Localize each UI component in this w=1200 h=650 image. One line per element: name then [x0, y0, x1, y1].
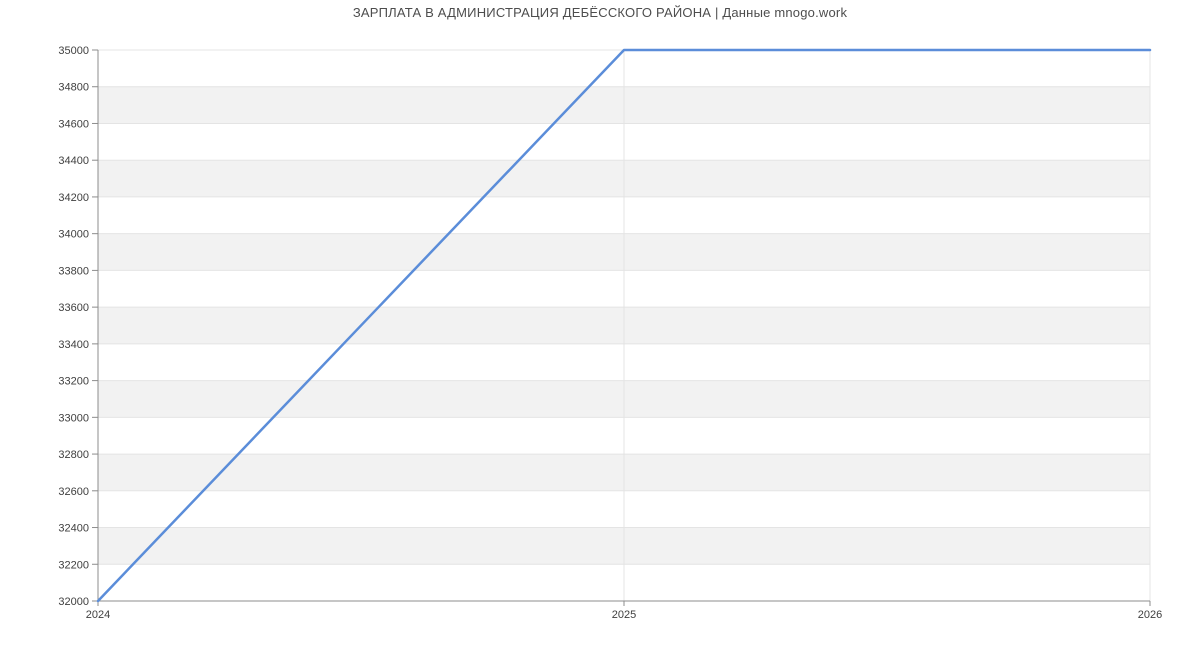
salary-line: [96, 48, 1152, 603]
y-tick-label: 33400: [58, 339, 89, 351]
y-tick-label: 32600: [58, 486, 89, 498]
y-tick-label: 34800: [58, 82, 89, 94]
x-tick-label: 2025: [612, 609, 636, 621]
chart-title: ЗАРПЛАТА В АДМИНИСТРАЦИЯ ДЕБЁССКОГО РАЙО…: [352, 5, 848, 20]
y-tick-label: 34200: [58, 192, 89, 204]
y-tick-label: 33000: [58, 412, 89, 424]
y-tick-label: 33800: [58, 265, 89, 277]
y-tick-label: 35000: [58, 45, 89, 57]
y-tick-label: 32800: [58, 449, 89, 461]
y-tick-label: 32400: [58, 523, 89, 535]
x-tick-label: 2024: [86, 609, 110, 621]
y-tick-label: 34400: [58, 155, 89, 167]
y-tick-label: 34000: [58, 229, 89, 241]
y-tick-label: 33200: [58, 376, 89, 388]
y-tick-label: 34600: [58, 118, 89, 130]
y-tick-label: 32200: [58, 559, 89, 571]
x-tick-label: 2026: [1138, 609, 1162, 621]
y-tick-label: 32000: [58, 596, 89, 608]
y-tick-label: 33600: [58, 302, 89, 314]
